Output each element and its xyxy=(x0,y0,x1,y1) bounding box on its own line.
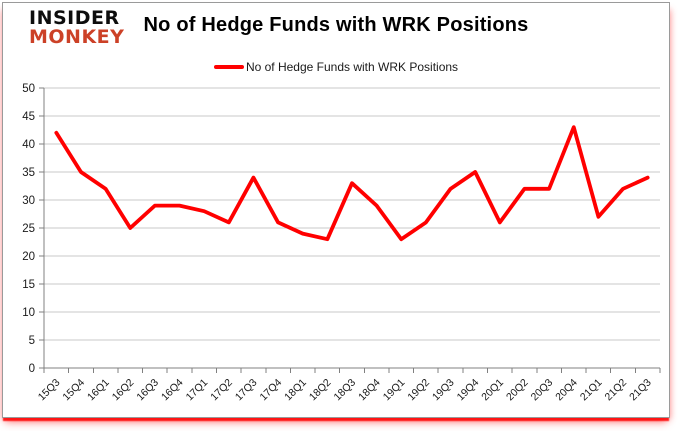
y-axis-label: 50 xyxy=(22,83,35,95)
y-axis-label: 25 xyxy=(22,223,35,235)
y-axis-label: 20 xyxy=(22,251,35,263)
y-axis-label: 45 xyxy=(22,111,35,123)
x-axis-label: 16Q1 xyxy=(85,377,112,404)
legend-label: No of Hedge Funds with WRK Positions xyxy=(245,60,459,74)
x-axis-label: 18Q2 xyxy=(307,377,334,404)
x-axis-label: 18Q3 xyxy=(331,377,358,404)
x-axis-label: 17Q2 xyxy=(208,377,235,404)
y-axis-label: 40 xyxy=(22,139,35,151)
x-axis-label: 19Q4 xyxy=(455,377,482,404)
x-axis-label: 19Q3 xyxy=(430,377,457,404)
legend-line-swatch xyxy=(213,65,244,69)
x-axis-label: 17Q1 xyxy=(184,377,211,404)
x-axis-label: 19Q2 xyxy=(405,377,432,404)
y-axis-label: 0 xyxy=(29,363,35,375)
x-axis-label: 21Q3 xyxy=(627,377,654,404)
x-axis-label: 17Q4 xyxy=(258,377,285,404)
x-axis-label: 15Q4 xyxy=(60,377,87,404)
x-axis-label: 15Q3 xyxy=(36,377,63,404)
x-axis-label: 17Q3 xyxy=(233,377,260,404)
x-axis-label: 20Q3 xyxy=(529,377,556,404)
series-line xyxy=(54,125,650,242)
y-axis-label: 30 xyxy=(22,195,35,207)
x-axis-label: 20Q1 xyxy=(479,377,506,404)
x-axis-label: 16Q3 xyxy=(134,377,161,404)
insider-monkey-logo: INSIDER MONKEY xyxy=(29,9,124,46)
x-axis-label: 18Q4 xyxy=(356,377,383,404)
x-axis-label: 21Q1 xyxy=(578,377,605,404)
x-axis-label: 16Q4 xyxy=(159,377,186,404)
y-axis-label: 35 xyxy=(22,167,35,179)
chart-panel: INSIDER MONKEY No of Hedge Funds with WR… xyxy=(2,2,670,418)
y-axis-label: 15 xyxy=(22,279,35,291)
x-axis-label: 19Q1 xyxy=(381,377,408,404)
x-axis-label: 20Q4 xyxy=(553,377,580,404)
x-axis-label: 21Q2 xyxy=(603,377,630,404)
legend: No of Hedge Funds with WRK Positions xyxy=(3,60,669,74)
y-axis-label: 5 xyxy=(29,335,35,347)
x-axis-label: 18Q1 xyxy=(282,377,309,404)
line-chart: 0 5 10 15 20 25 30 35 40 45 50 15Q315Q416Q116Q216Q3… xyxy=(22,83,661,404)
chart-title: No of Hedge Funds with WRK Positions xyxy=(143,14,529,36)
x-axis-label: 16Q2 xyxy=(110,377,137,404)
logo-insider-text: INSIDER xyxy=(29,7,120,29)
y-axis-label: 10 xyxy=(22,307,35,319)
logo-monkey-text: MONKEY xyxy=(29,25,125,48)
x-axis-label: 20Q2 xyxy=(504,377,531,404)
